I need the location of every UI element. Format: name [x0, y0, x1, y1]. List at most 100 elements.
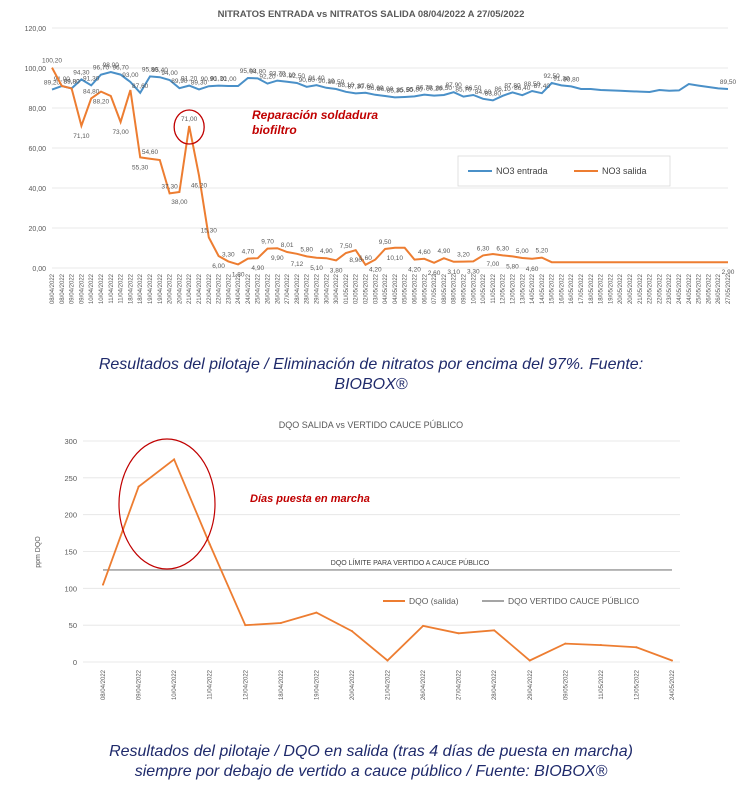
data-label: 89,20	[44, 80, 61, 87]
x-tick-label: 20/04/2022	[350, 669, 356, 700]
x-tick-label: 30/04/2022	[334, 273, 340, 304]
data-label: 6,00	[212, 263, 225, 270]
data-label: 92,50	[289, 73, 306, 80]
data-label: 6,30	[496, 245, 509, 252]
data-label: 85,70	[455, 87, 472, 94]
data-label: 91,30	[553, 75, 570, 82]
data-label: 4,60	[526, 266, 539, 273]
data-label: 89,50	[720, 79, 737, 86]
x-tick-label: 09/05/2022	[461, 273, 467, 304]
data-label: 1,80	[232, 271, 245, 278]
x-tick-label: 26/04/2022	[266, 273, 272, 304]
x-tick-label: 26/04/2022	[421, 669, 427, 700]
dqo-caption-line-1: Resultados del pilotaje / DQO en salida …	[109, 743, 633, 760]
x-tick-label: 19/04/2022	[314, 669, 320, 700]
x-tick-label: 22/05/2022	[657, 273, 663, 304]
data-label: 1,60	[359, 255, 372, 262]
x-tick-label: 13/05/2022	[520, 273, 526, 304]
data-label: 92,20	[259, 74, 276, 81]
x-tick-label: 24/04/2022	[246, 273, 252, 304]
legend-label-entrada: NO3 entrada	[496, 166, 548, 176]
data-point	[671, 659, 673, 662]
data-label: 86,60	[367, 85, 384, 92]
data-label: 84,60	[475, 89, 492, 96]
data-label: 87,60	[357, 83, 374, 90]
data-point	[173, 458, 176, 461]
x-tick-label: 20/05/2022	[618, 273, 624, 304]
data-label: 91,00	[54, 76, 71, 83]
data-label: 86,10	[495, 86, 512, 93]
data-point	[315, 611, 318, 614]
data-label: 89,90	[171, 78, 188, 85]
x-tick-label: 20/05/2022	[628, 273, 634, 304]
x-tick-label: 22/04/2022	[217, 273, 223, 304]
x-tick-label: 05/05/2022	[403, 273, 409, 304]
legend-box	[457, 155, 671, 187]
dqo-chart: DQO SALIDA vs VERTIDO CAUCE PÚBLICO 0 50 10…	[35, 420, 680, 700]
data-label: 89,80	[63, 78, 80, 85]
x-tick-label: 30/04/2022	[324, 273, 330, 304]
data-label: 4,90	[438, 248, 451, 255]
x-tick-label: 11/05/2022	[599, 669, 605, 699]
y-tick-label: 100,00	[25, 66, 47, 73]
y-tick-label: 20,00	[28, 226, 46, 233]
data-point	[599, 644, 602, 647]
data-label: 91,20	[181, 76, 198, 83]
legend-label-dqo: DQO (salida)	[409, 596, 459, 606]
x-tick-label: 08/04/2022	[60, 273, 66, 304]
data-point	[279, 621, 282, 624]
data-label: 8,90	[349, 257, 362, 264]
x-tick-label: 15/05/2022	[550, 273, 556, 304]
y-tick-label: 50	[69, 621, 77, 630]
data-label: 90,10	[318, 78, 335, 85]
x-tick-label: 11/04/2022	[208, 669, 214, 699]
data-label: 38,00	[171, 199, 188, 206]
x-tick-label: 10/04/2022	[89, 273, 95, 304]
x-tick-label: 24/04/2022	[236, 273, 242, 304]
data-label: 15,30	[201, 227, 218, 234]
data-label: 88,10	[338, 82, 355, 89]
x-tick-label: 06/05/2022	[422, 273, 428, 304]
data-label: 86,00	[377, 86, 394, 93]
x-tick-label: 24/05/2022	[670, 669, 676, 700]
x-tick-label: 02/05/2022	[364, 273, 370, 304]
data-label: 54,60	[142, 149, 159, 156]
data-label: 91,30	[83, 75, 100, 82]
data-label: 3,30	[222, 251, 235, 258]
x-tick-label: 10/04/2022	[172, 669, 178, 700]
data-point	[564, 642, 567, 645]
data-label: 85,50	[397, 87, 414, 94]
x-tick-label: 21/04/2022	[386, 669, 392, 700]
nitrates-chart: NITRATOS ENTRADA vs NITRATOS SALIDA 08/0…	[25, 9, 737, 304]
x-tick-label: 22/05/2022	[648, 273, 654, 304]
data-point	[493, 629, 496, 632]
data-point	[635, 646, 638, 649]
x-tick-label: 10/05/2022	[471, 273, 477, 304]
x-tick-label: 21/04/2022	[187, 273, 193, 304]
data-label: 87,60	[132, 83, 149, 90]
data-label: 94,80	[250, 68, 267, 75]
data-label: 5,20	[536, 248, 549, 255]
x-tick-label: 26/04/2022	[275, 273, 281, 304]
data-label: 4,20	[408, 267, 421, 274]
x-tick-label: 16/05/2022	[569, 273, 575, 304]
data-label: 7,12	[291, 261, 304, 268]
x-tick-label: 12/04/2022	[243, 669, 249, 700]
y-tick-label: 80,00	[28, 106, 46, 113]
x-tick-label: 20/04/2022	[177, 273, 183, 304]
data-label: 3,10	[447, 269, 460, 276]
x-tick-label: 22/04/2022	[207, 273, 213, 304]
x-tick-label: 08/05/2022	[452, 273, 458, 304]
y-tick-label: 250	[64, 474, 77, 483]
data-label: 2,90	[722, 269, 735, 276]
data-label: 87,40	[534, 83, 551, 90]
x-tick-label: 19/04/2022	[148, 273, 154, 304]
data-label: 37,30	[161, 183, 178, 190]
data-label: 96,70	[93, 65, 110, 72]
data-label: 86,70	[416, 85, 433, 92]
data-label: 85,30	[387, 87, 404, 94]
data-label: 89,80	[63, 78, 80, 85]
annotation-circle	[118, 438, 216, 570]
data-point	[457, 632, 460, 635]
data-label: 4,20	[369, 267, 382, 274]
